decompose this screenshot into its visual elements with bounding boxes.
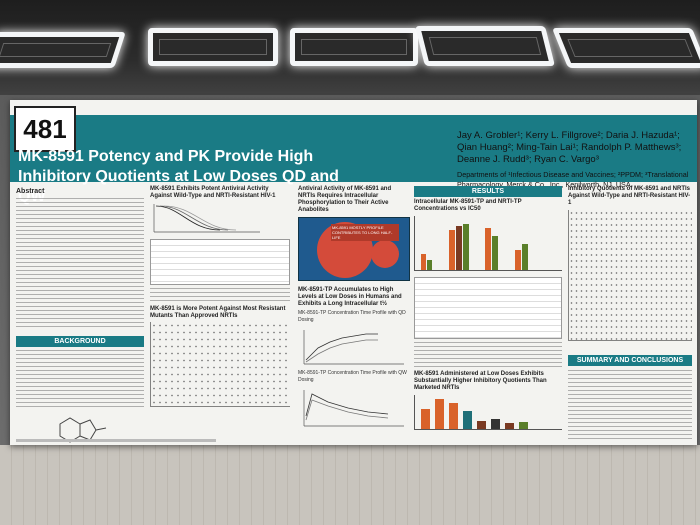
panel-6-title: MK-8591 is More Potent Against Most Resi…	[150, 306, 286, 319]
bar	[427, 260, 432, 270]
column-5: Inhibitory Quotients of MK-8591 and NRTI…	[568, 186, 692, 440]
panel-1-title: MK-8591 Exhibits Potent Antiviral Activi…	[150, 186, 276, 199]
bar	[485, 228, 491, 270]
poster-footer	[16, 439, 216, 442]
ceiling-light	[290, 28, 418, 66]
bar	[449, 230, 455, 270]
panel-8-title: MK-8591-TP Concentration Time Profile wi…	[298, 310, 406, 323]
bar	[421, 254, 426, 270]
inhibitory-quotient-bar-chart	[414, 395, 562, 430]
abstract-heading: Abstract	[16, 188, 45, 195]
panel-7-title: MK-8591 Administered at Low Doses Exhibi…	[414, 371, 547, 391]
results-table	[414, 277, 562, 339]
background-text	[16, 350, 144, 410]
ceiling-light	[551, 28, 700, 68]
column-2: MK-8591 Exhibits Potent Antiviral Activi…	[150, 186, 290, 407]
bar	[505, 423, 514, 429]
column-3: Antiviral Activity of MK-8591 and NRTIs …	[298, 186, 410, 430]
poster-authors: Jay A. Grobler¹; Kerry L. Fillgrove²; Da…	[457, 130, 682, 165]
carpet-floor	[0, 445, 700, 525]
bar	[456, 226, 462, 270]
poster-board: 481 MK-8591 Potency and PK Provide High …	[10, 100, 697, 445]
bar	[515, 250, 521, 270]
bar	[522, 244, 528, 270]
concentration-bar-chart	[414, 216, 562, 271]
panel-2-title: Antiviral Activity of MK-8591 and NRTIs …	[298, 186, 392, 213]
inhibitory-quotient-scatter	[568, 210, 692, 341]
bar	[477, 421, 486, 429]
column-results: RESULTS Intracellular MK-8591-TP and NRT…	[414, 186, 562, 430]
ceiling-light	[0, 32, 126, 68]
dose-response-chart	[150, 202, 290, 236]
phosphorylation-callout: MK-8591 MOSTLY PROFILE CONTRIBUTES TO LO…	[331, 224, 399, 241]
poster-header	[10, 115, 697, 182]
bar	[519, 422, 528, 429]
summary-text	[568, 370, 692, 440]
results-footnotes	[414, 342, 562, 368]
resistance-scatter-plot	[150, 322, 290, 407]
bar	[492, 236, 498, 270]
qd-profile-chart	[298, 326, 410, 368]
bar	[491, 419, 500, 429]
panel-4-title: Intracellular MK-8591-TP and NRTI-TP Con…	[414, 199, 522, 212]
poster-affiliation: Departments of ¹Infectious Disease and V…	[457, 170, 689, 189]
summary-heading: SUMMARY AND CONCLUSIONS	[568, 355, 692, 366]
panel-9-title: MK-8591-TP Concentration Time Profile wi…	[298, 370, 407, 383]
background-heading: BACKGROUND	[16, 336, 144, 347]
results-heading: RESULTS	[414, 186, 562, 197]
panel-3-title: MK-8591-TP Accumulates to High Levels at…	[298, 287, 402, 307]
panel-5-title: Inhibitory Quotients of MK-8591 and NRTI…	[568, 186, 691, 206]
qw-profile-chart	[298, 386, 410, 430]
bar	[435, 399, 444, 429]
bar	[463, 411, 472, 429]
ceiling-light	[415, 26, 555, 66]
molecule-structure	[16, 414, 144, 450]
column-abstract: Abstract BACKGROUND	[16, 186, 144, 450]
bar	[421, 409, 430, 429]
panel-1-notes	[150, 288, 290, 302]
bar	[463, 224, 469, 270]
poster-number: 481	[14, 106, 76, 152]
abstract-text	[16, 198, 144, 328]
phosphorylation-diagram: MK-8591 MOSTLY PROFILE CONTRIBUTES TO LO…	[298, 217, 410, 281]
bar	[449, 403, 458, 429]
ceiling-light	[148, 28, 278, 66]
ic50-table	[150, 239, 290, 285]
